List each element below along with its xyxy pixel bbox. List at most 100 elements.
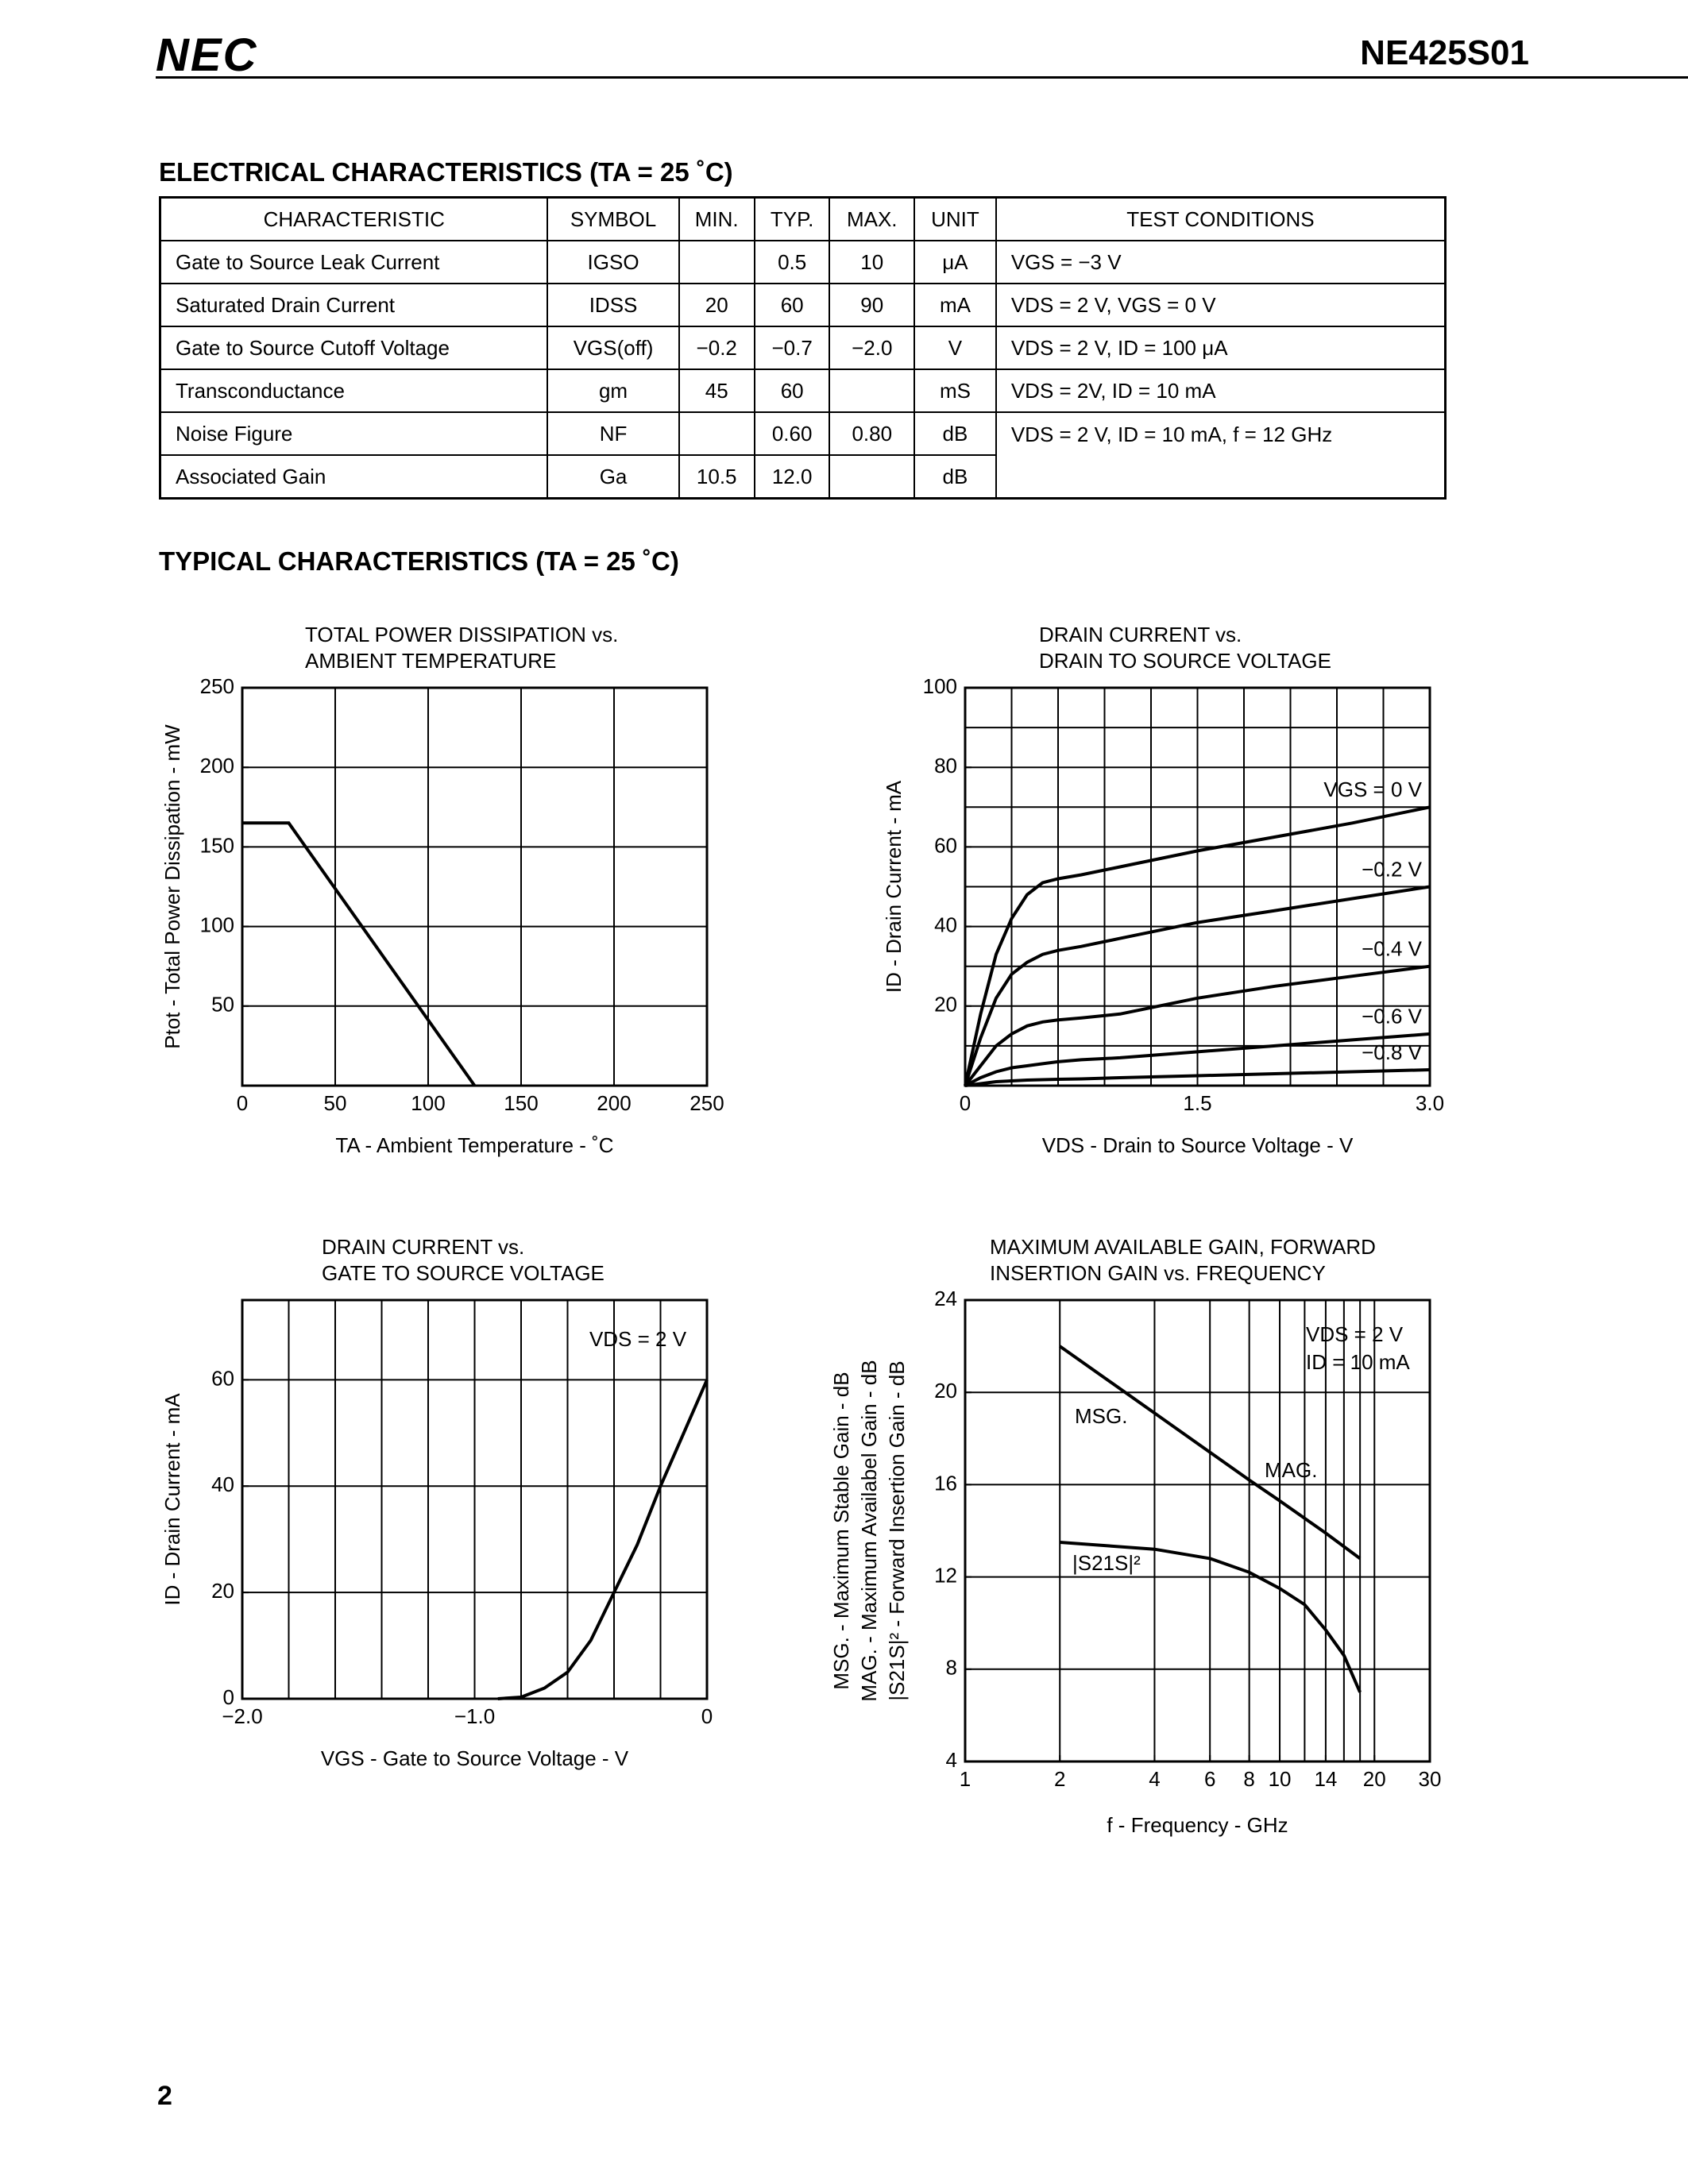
table-cell: VDS = 2 V, ID = 100 μA (995, 326, 1447, 370)
header-row: CHARACTERISTIC SYMBOL MIN. TYP. MAX. UNIT TEST… (159, 196, 1447, 241)
x-tick-label: 8 (1243, 1767, 1254, 1791)
table-cell: Associated Gain (159, 454, 549, 500)
table-cell: mS (914, 369, 997, 413)
series-line (964, 1068, 1431, 1087)
y-axis-label: |S21S|² - Forward Insertion Gain - dB (885, 1360, 909, 1700)
x-tick-label: −1.0 (454, 1704, 495, 1728)
table-row: Transconductance gm 45 60 mS VDS = 2V, ID = 1… (159, 369, 1447, 413)
x-tick-label: 0 (701, 1704, 713, 1728)
table-cell: 0.5 (753, 240, 831, 284)
series-line (1060, 1541, 1362, 1693)
x-tick-label: 20 (1363, 1767, 1386, 1791)
header-cell: TEST CONDITIONS (995, 196, 1447, 241)
table-cell: gm (547, 369, 680, 413)
y-tick-label: 40 (211, 1472, 234, 1496)
y-tick-label: 24 (934, 1287, 957, 1310)
x-axis-label: f - Frequency - GHz (1107, 1813, 1288, 1837)
x-tick-label: 1 (960, 1767, 971, 1791)
x-tick-label: 200 (597, 1091, 631, 1115)
series-label: −0.6 V (1362, 1005, 1423, 1028)
y-axis-label: Ptot - Total Power Dissipation - mW (160, 724, 184, 1049)
header-cell: CHARACTERISTIC (159, 196, 549, 241)
table-cell: 20 (678, 283, 755, 327)
table-cell: IGSO (547, 240, 680, 284)
series-label: MAG. (1265, 1458, 1317, 1482)
annotation: VDS = 2 V (1306, 1322, 1404, 1346)
y-tick-label: 20 (934, 993, 957, 1017)
table-cell: 60 (753, 283, 831, 327)
chart-title: DRAIN CURRENT vs. (322, 1235, 524, 1259)
chart-title: INSERTION GAIN vs. FREQUENCY (990, 1261, 1326, 1285)
y-tick-label: 20 (211, 1579, 234, 1603)
y-tick-label: 150 (200, 833, 234, 857)
x-tick-label: 0 (960, 1091, 971, 1115)
table-row: Gate to Source Leak Current IGSO 0.5 10 μA VG… (159, 240, 1447, 284)
x-axis-label: VDS - Drain to Source Voltage - V (1042, 1133, 1354, 1157)
series-line (242, 821, 477, 1087)
x-axis-label: TA - Ambient Temperature - ˚C (335, 1133, 613, 1157)
series-line (964, 1032, 1431, 1087)
logo: NEC (156, 29, 258, 81)
table-cell: Ga (547, 454, 680, 500)
header-rule (156, 76, 1688, 79)
y-tick-label: 100 (923, 674, 957, 698)
plot-frame (964, 1298, 1431, 1763)
series-line (1278, 1499, 1362, 1561)
characteristics-table: CHARACTERISTIC SYMBOL MIN. TYP. MAX. UNIT TEST… (159, 196, 1447, 500)
chart-title: MAXIMUM AVAILABLE GAIN, FORWARD (990, 1235, 1376, 1259)
header-cell: TYP. (753, 196, 831, 241)
header-cell: SYMBOL (547, 196, 680, 241)
y-tick-label: 60 (934, 833, 957, 857)
series-label: −0.4 V (1362, 937, 1423, 961)
series-line (1059, 1345, 1281, 1503)
table-cell: −0.2 (678, 326, 755, 370)
table-cell: mA (914, 283, 997, 327)
y-axis-label: ID - Drain Current - mA (160, 1393, 184, 1606)
x-axis-label: VGS - Gate to Source Voltage - V (321, 1746, 629, 1770)
table-cell: 12.0 (753, 454, 831, 500)
x-tick-label: 2 (1054, 1767, 1065, 1791)
y-tick-label: 20 (934, 1379, 957, 1403)
table-cell (678, 240, 755, 284)
series-label: VGS = 0 V (1323, 778, 1422, 801)
header-cell: UNIT (914, 196, 997, 241)
series-line (964, 885, 1431, 1086)
x-tick-label: 1.5 (1183, 1091, 1211, 1115)
x-tick-label: 250 (689, 1091, 724, 1115)
chart-title: DRAIN TO SOURCE VOLTAGE (1039, 649, 1331, 673)
y-tick-label: 0 (223, 1685, 234, 1709)
section-title: TYPICAL CHARACTERISTICS (TA = 25 ˚C) (159, 546, 679, 576)
chart-title: AMBIENT TEMPERATURE (305, 649, 556, 673)
table-cell (829, 369, 916, 413)
table-cell: −2.0 (829, 326, 916, 370)
table-cell: Transconductance (159, 369, 549, 413)
table-cell: VGS = −3 V (995, 240, 1447, 284)
annotation: VDS = 2 V (589, 1327, 687, 1351)
y-tick-label: 100 (200, 913, 234, 936)
chart-title: DRAIN CURRENT vs. (1039, 623, 1242, 646)
y-tick-label: 250 (200, 674, 234, 698)
table-cell: Saturated Drain Current (159, 283, 549, 327)
x-tick-label: 30 (1419, 1767, 1442, 1791)
table-cell: 10.5 (678, 454, 755, 500)
y-tick-label: 50 (211, 993, 234, 1017)
y-tick-label: 200 (200, 754, 234, 778)
table-cell: 45 (678, 369, 755, 413)
plot-frame (241, 686, 709, 1087)
table-row: Noise Figure NF 0.60 0.80 dB VDS = 2 V, ID = … (159, 411, 1447, 500)
x-tick-label: 6 (1204, 1767, 1215, 1791)
series-label: −0.8 V (1362, 1040, 1423, 1064)
y-tick-label: 60 (211, 1366, 234, 1390)
table-cell: IDSS (547, 283, 680, 327)
table-cell: V (914, 326, 997, 370)
table-cell: −0.7 (753, 326, 831, 370)
table-row: Gate to Source Cutoff Voltage VGS(off) −0.… (159, 326, 1447, 370)
table-cell: NF (547, 411, 680, 456)
x-tick-label: 150 (504, 1091, 538, 1115)
x-tick-label: 0 (237, 1091, 248, 1115)
x-tick-label: 100 (411, 1091, 445, 1115)
series-line (964, 964, 1431, 1087)
y-tick-label: 40 (934, 913, 957, 936)
table-cell: 10 (829, 240, 916, 284)
